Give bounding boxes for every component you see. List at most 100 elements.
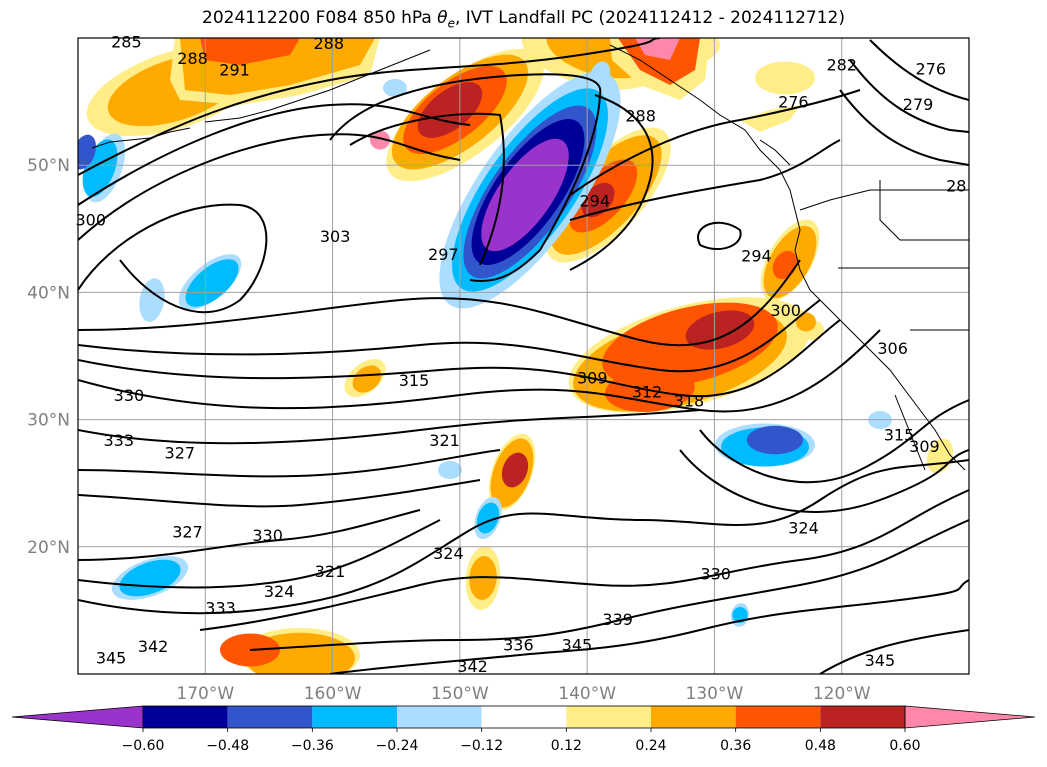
latitude-labels: 50°N 40°N 30°N 20°N <box>27 156 70 558</box>
theta-e-contour <box>78 459 969 615</box>
ivt-fill-region <box>417 82 483 138</box>
contour-label: 288 <box>625 106 656 125</box>
colorbar-tick-label: −0.60 <box>122 738 165 754</box>
lat-tick-label: 50°N <box>27 156 70 176</box>
theta-e-contour <box>78 103 471 206</box>
coastline <box>204 49 431 123</box>
contour-label: 294 <box>741 246 772 265</box>
colorbar-swatch <box>735 706 821 728</box>
ivt-fill-region <box>476 502 500 534</box>
contour-label: 345 <box>562 636 593 655</box>
theta-e-contour <box>78 409 701 445</box>
contour-label: 309 <box>909 437 940 456</box>
contour-labels: 285 288 291 288 282 276 276 279 288 294 294 297 303 3… <box>75 33 966 677</box>
theta-e-contour <box>78 38 661 176</box>
theta-e-contour <box>78 449 501 478</box>
contour-label: 327 <box>165 443 196 462</box>
theta-e-contour <box>78 203 268 314</box>
ivt-fill-region <box>352 365 382 393</box>
ivt-fill-region <box>438 461 462 479</box>
colorbar-tick-label: −0.24 <box>376 738 419 754</box>
contour-label: 282 <box>826 56 857 75</box>
contour-label: 324 <box>433 544 464 563</box>
contour-label: 324 <box>788 519 819 538</box>
longitude-labels: 170°W 160°W 150°W 140°W 130°W 120°W <box>176 684 870 704</box>
theta-e-contour <box>699 399 969 484</box>
lon-tick-label: 150°W <box>431 684 489 704</box>
theta-e-contour <box>679 449 969 513</box>
contour-label: 291 <box>219 61 250 80</box>
colorbar-swatch <box>143 706 228 728</box>
colorbar-swatch <box>397 706 482 728</box>
colorbar-swatch <box>312 706 397 728</box>
ivt-fill-region <box>185 259 239 307</box>
coastline <box>759 139 791 166</box>
contour-label: 285 <box>111 33 142 52</box>
contour-label: 300 <box>770 301 801 320</box>
title-suffix: , IVT Landfall PC (2024112412 - 20241127… <box>454 8 845 28</box>
contour-label: 306 <box>877 339 908 358</box>
theta-e-contour <box>329 579 969 674</box>
contour-label: 345 <box>865 651 896 670</box>
contour-label: 330 <box>700 564 731 583</box>
ivt-fill-region <box>370 130 390 150</box>
colorbar-swatch <box>481 706 567 728</box>
colorbar: −0.60 −0.48 −0.36 −0.24 −0.12 0.12 0.24 0.36 0.4… <box>11 705 1036 754</box>
contour-label: 318 <box>674 391 705 410</box>
contour-label: 279 <box>903 95 934 114</box>
lon-tick-label: 160°W <box>304 684 362 704</box>
ivt-fill-region <box>383 79 407 97</box>
colorbar-swatch <box>820 706 905 728</box>
theta-e-contour <box>819 629 969 674</box>
coastline <box>799 189 969 211</box>
lat-tick-label: 20°N <box>27 538 70 558</box>
colorbar-frame <box>142 705 906 729</box>
ivt-fill-region <box>139 278 165 322</box>
title-theta-symbol: θ <box>437 8 448 28</box>
contour-label: 297 <box>428 245 459 264</box>
theta-e-contour <box>78 509 421 561</box>
ivt-pc-fills <box>78 38 954 674</box>
contour-label: 309 <box>577 368 608 387</box>
contour-label: 312 <box>632 382 663 401</box>
colorbar-tick-label: −0.12 <box>460 738 503 754</box>
theta-e-contour <box>697 221 742 250</box>
contour-label: 333 <box>205 599 236 618</box>
lat-tick-label: 30°N <box>27 411 70 431</box>
theta-e-contour <box>78 319 841 398</box>
title-theta-subscript: e <box>447 16 455 31</box>
title-prefix: 2024112200 F084 850 hPa <box>202 8 438 28</box>
contour-label: 345 <box>96 648 127 667</box>
lat-tick-label: 40°N <box>27 283 70 303</box>
lon-tick-label: 140°W <box>558 684 616 704</box>
colorbar-tick-label: −0.36 <box>291 738 334 754</box>
theta-e-contour <box>78 133 461 241</box>
coastline <box>609 44 966 471</box>
coastline <box>879 180 969 241</box>
ivt-fill-region <box>685 310 755 350</box>
colorbar-swatch <box>227 706 313 728</box>
theta-e-contour <box>78 299 821 373</box>
lon-tick-label: 170°W <box>176 684 234 704</box>
contour-label: 315 <box>884 426 915 445</box>
ivt-fill-region <box>501 452 529 488</box>
theta-e-contour <box>869 39 969 101</box>
coastline <box>894 394 926 471</box>
ivt-fill-bc <box>740 105 800 132</box>
theta-e-contours <box>78 38 969 674</box>
colorbar-tick-label: 0.36 <box>720 738 751 754</box>
theta-e-contour <box>569 94 654 271</box>
theta-e-contour <box>839 89 969 166</box>
lon-tick-label: 120°W <box>813 684 871 704</box>
contour-label: 300 <box>75 211 106 230</box>
ivt-fill-region <box>732 607 748 623</box>
contour-label: 303 <box>320 227 351 246</box>
colorbar-tick-label: 0.24 <box>635 738 666 754</box>
ivt-fill-region <box>755 61 815 95</box>
lon-tick-label: 130°W <box>686 684 744 704</box>
chart-title: 2024112200 F084 850 hPa θe, IVT Landfall… <box>0 8 1047 30</box>
contour-label: 342 <box>457 657 488 676</box>
theta-e-contour <box>78 479 481 508</box>
colorbar-swatch <box>566 706 651 728</box>
